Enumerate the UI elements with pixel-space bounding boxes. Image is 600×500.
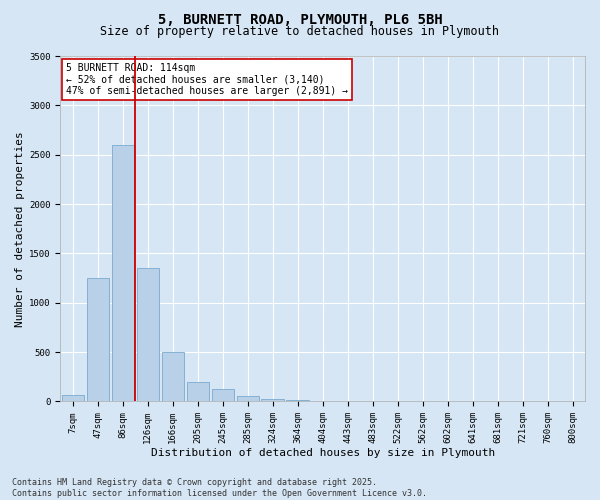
- Text: Contains HM Land Registry data © Crown copyright and database right 2025.
Contai: Contains HM Land Registry data © Crown c…: [12, 478, 427, 498]
- Text: 5, BURNETT ROAD, PLYMOUTH, PL6 5BH: 5, BURNETT ROAD, PLYMOUTH, PL6 5BH: [158, 12, 442, 26]
- Bar: [62, 396, 84, 402]
- Bar: [161, 352, 184, 402]
- Bar: [212, 388, 234, 402]
- Y-axis label: Number of detached properties: Number of detached properties: [15, 131, 25, 326]
- Bar: [262, 400, 284, 402]
- Text: Size of property relative to detached houses in Plymouth: Size of property relative to detached ho…: [101, 25, 499, 38]
- Text: 5 BURNETT ROAD: 114sqm
← 52% of detached houses are smaller (3,140)
47% of semi-: 5 BURNETT ROAD: 114sqm ← 52% of detached…: [65, 63, 347, 96]
- Bar: [286, 400, 309, 402]
- Bar: [236, 396, 259, 402]
- Bar: [112, 145, 134, 402]
- Bar: [187, 382, 209, 402]
- Bar: [86, 278, 109, 402]
- X-axis label: Distribution of detached houses by size in Plymouth: Distribution of detached houses by size …: [151, 448, 495, 458]
- Bar: [137, 268, 159, 402]
